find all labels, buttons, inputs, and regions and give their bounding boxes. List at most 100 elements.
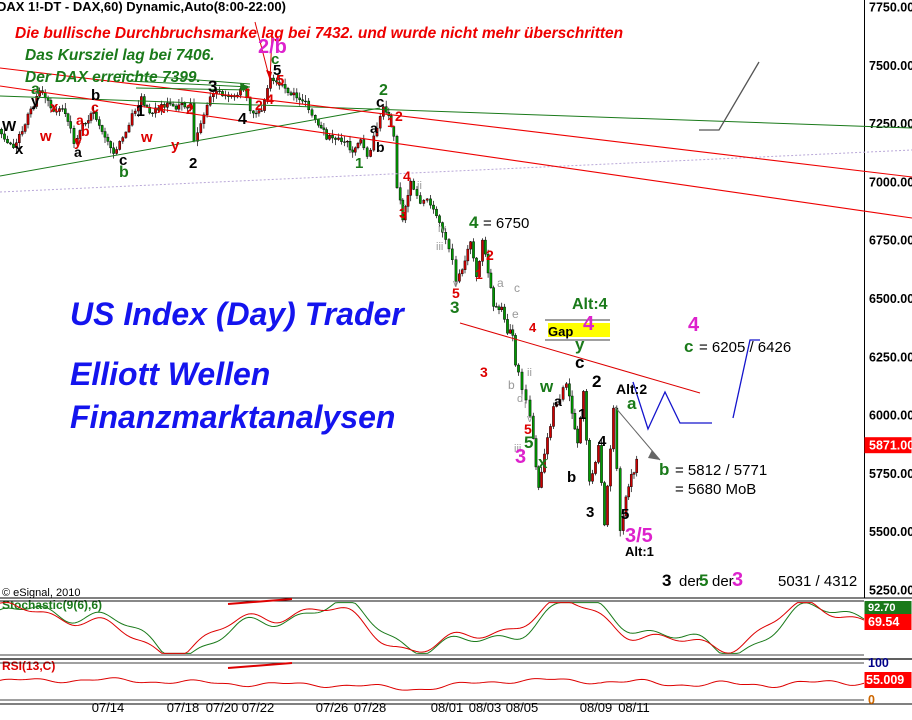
svg-text:c: c <box>376 94 384 111</box>
svg-text:W: W <box>2 118 17 135</box>
svg-text:b: b <box>508 378 515 392</box>
svg-text:y: y <box>171 137 180 154</box>
svg-text:5250.00: 5250.00 <box>869 584 912 598</box>
svg-text:b: b <box>376 139 385 155</box>
svg-text:Alt:4: Alt:4 <box>572 296 608 313</box>
svg-text:Das Kursziel lag bei 7406.: Das Kursziel lag bei 7406. <box>25 47 215 64</box>
svg-text:1: 1 <box>355 155 363 172</box>
svg-text:0: 0 <box>868 693 875 707</box>
svg-text:3: 3 <box>208 77 217 96</box>
svg-text:08/09: 08/09 <box>580 700 613 715</box>
svg-text:55.009: 55.009 <box>866 673 904 687</box>
svg-text:5500.00: 5500.00 <box>869 525 912 539</box>
svg-text:= 5680 MoB: = 5680 MoB <box>675 481 756 498</box>
svg-text:7250.00: 7250.00 <box>869 117 912 131</box>
svg-text:e: e <box>512 307 519 321</box>
svg-text:x: x <box>50 99 59 116</box>
svg-text:2: 2 <box>255 97 263 113</box>
svg-text:08/11: 08/11 <box>618 700 650 715</box>
svg-text:6750.00: 6750.00 <box>869 234 912 248</box>
svg-text:i: i <box>403 203 405 215</box>
svg-text:6000.00: 6000.00 <box>869 409 912 423</box>
svg-text:RSI(13,C): RSI(13,C) <box>2 659 55 673</box>
svg-text:4: 4 <box>598 433 607 450</box>
svg-text:c: c <box>575 353 584 372</box>
svg-text:= 6205 / 6426: = 6205 / 6426 <box>699 339 791 356</box>
svg-text:5: 5 <box>621 506 629 523</box>
svg-text:08/03: 08/03 <box>469 700 502 715</box>
svg-text:1: 1 <box>578 406 586 423</box>
svg-text:Alt:1: Alt:1 <box>625 544 654 559</box>
svg-text:4: 4 <box>583 313 595 335</box>
svg-text:b: b <box>119 164 129 181</box>
svg-text:1: 1 <box>475 266 483 282</box>
svg-text:4: 4 <box>529 320 537 335</box>
svg-text:Der DAX erreichte 7399.: Der DAX erreichte 7399. <box>25 69 201 86</box>
svg-text:a: a <box>370 120 378 136</box>
svg-text:DAX 1!-DT - DAX,60) Dynamic,Au: DAX 1!-DT - DAX,60) Dynamic,Auto(8:00-22… <box>0 0 286 14</box>
svg-text:4: 4 <box>238 111 247 128</box>
svg-text:c: c <box>514 281 520 295</box>
svg-text:x: x <box>15 141 24 158</box>
svg-text:b: b <box>81 123 90 139</box>
svg-text:5031 / 4312: 5031 / 4312 <box>778 573 857 590</box>
svg-text:ii: ii <box>417 180 422 192</box>
svg-text:69.54: 69.54 <box>868 615 899 629</box>
svg-text:b: b <box>659 460 669 479</box>
svg-text:a: a <box>627 394 637 413</box>
svg-text:der: der <box>679 573 701 590</box>
svg-text:1: 1 <box>136 103 145 120</box>
svg-text:3: 3 <box>450 298 459 317</box>
svg-text:4: 4 <box>688 314 700 336</box>
svg-text:07/20: 07/20 <box>206 700 239 715</box>
svg-text:ii: ii <box>527 367 532 379</box>
svg-text:Stochastic(9(6),6): Stochastic(9(6),6) <box>2 598 102 612</box>
svg-text:2: 2 <box>486 247 494 263</box>
svg-text:iii: iii <box>436 241 443 253</box>
svg-text:2: 2 <box>189 155 197 172</box>
svg-text:3: 3 <box>586 504 594 521</box>
svg-text:iv: iv <box>438 223 446 235</box>
svg-text:3: 3 <box>515 446 526 468</box>
svg-text:6250.00: 6250.00 <box>869 350 912 364</box>
svg-text:der: der <box>712 573 734 590</box>
svg-text:Die bullische Durchbruchsmarke: Die bullische Durchbruchsmarke lag bei 7… <box>15 25 623 42</box>
svg-text:3: 3 <box>662 571 671 590</box>
svg-text:7750.00: 7750.00 <box>869 1 912 15</box>
svg-text:a: a <box>74 144 82 160</box>
svg-text:7000.00: 7000.00 <box>869 175 912 189</box>
svg-text:100: 100 <box>868 656 889 670</box>
svg-text:a: a <box>554 393 562 409</box>
svg-text:x: x <box>538 453 548 472</box>
svg-text:07/14: 07/14 <box>92 700 125 715</box>
svg-text:4: 4 <box>266 91 274 107</box>
svg-text:x: x <box>157 100 166 117</box>
svg-text:07/22: 07/22 <box>242 700 275 715</box>
svg-text:4: 4 <box>469 213 479 232</box>
svg-text:3: 3 <box>480 364 488 380</box>
svg-text:7500.00: 7500.00 <box>869 59 912 73</box>
svg-text:= 6750: = 6750 <box>483 215 529 232</box>
svg-text:4: 4 <box>403 168 411 184</box>
svg-text:US Index (Day) Trader: US Index (Day) Trader <box>70 296 405 332</box>
svg-text:07/28: 07/28 <box>354 700 387 715</box>
svg-text:2: 2 <box>186 101 194 117</box>
svg-text:92.70: 92.70 <box>868 602 896 614</box>
svg-text:5: 5 <box>276 72 284 89</box>
svg-text:i: i <box>524 399 526 411</box>
svg-text:5: 5 <box>699 571 708 590</box>
svg-text:08/05: 08/05 <box>506 700 539 715</box>
svg-text:Elliott Wellen: Elliott Wellen <box>70 356 270 392</box>
svg-text:2: 2 <box>395 108 403 124</box>
svg-text:07/18: 07/18 <box>167 700 200 715</box>
svg-text:c: c <box>91 99 99 115</box>
svg-text:a: a <box>497 276 504 290</box>
svg-text:y: y <box>31 93 40 110</box>
svg-text:c: c <box>684 337 693 356</box>
svg-text:b: b <box>567 469 576 486</box>
svg-text:6500.00: 6500.00 <box>869 292 912 306</box>
svg-text:1: 1 <box>387 114 395 130</box>
svg-text:07/26: 07/26 <box>316 700 349 715</box>
svg-text:1: 1 <box>244 85 252 101</box>
svg-text:w: w <box>39 128 52 145</box>
